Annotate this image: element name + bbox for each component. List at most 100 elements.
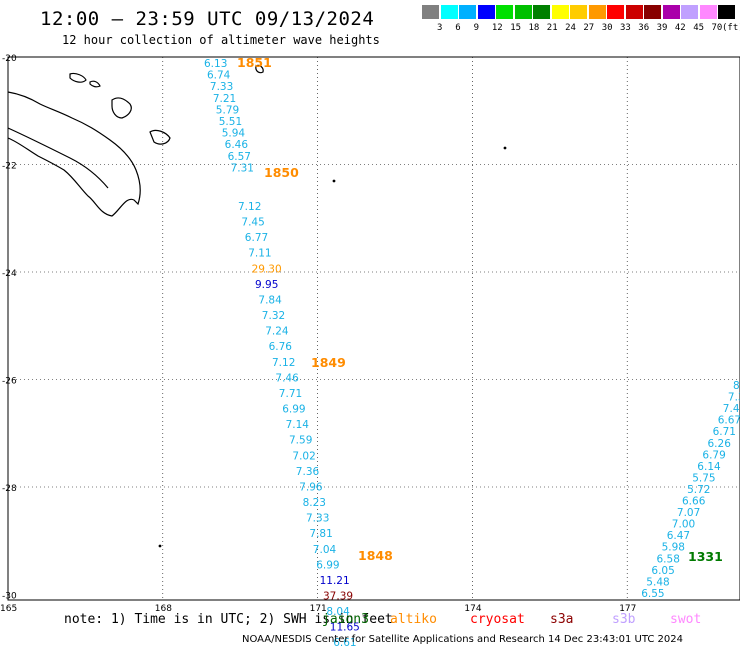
- swh-value: 8.23: [303, 497, 326, 509]
- swh-value: 6.55: [641, 588, 664, 600]
- coastline: [255, 64, 264, 74]
- legend-tick-label: 3: [437, 23, 443, 33]
- legend-swatch: [681, 5, 698, 19]
- footer-note: note: 1) Time is in UTC; 2) SWH is in fe…: [64, 612, 393, 627]
- swh-value: 5.75: [692, 472, 715, 484]
- satellite-label-jason3: jason3: [322, 612, 369, 627]
- legend-tick-label: 45: [693, 23, 705, 33]
- legend-swatch: [533, 5, 550, 19]
- coastline: [89, 80, 101, 88]
- swh-value: 6.47: [667, 530, 690, 542]
- pass-number-label: 1850: [264, 165, 299, 180]
- coastline: [111, 97, 132, 119]
- coastline: [7, 127, 109, 189]
- legend-tick-label: 21: [546, 23, 558, 33]
- swh-value: 9.95: [255, 279, 278, 291]
- swh-value: 7.07: [677, 507, 700, 519]
- legend-swatch: [570, 5, 587, 19]
- island-dot: [503, 146, 507, 150]
- swh-value: 7.33: [210, 81, 233, 93]
- satellite-label-s3b: s3b: [612, 612, 636, 627]
- pass-number-label: 1848: [358, 548, 393, 563]
- satellite-label-cryosat: cryosat: [470, 612, 525, 627]
- legend-swatch: [644, 5, 661, 19]
- legend-unit: (ft): [722, 23, 740, 33]
- legend-tick-label: 24: [565, 23, 576, 33]
- swh-value: 6.61: [333, 637, 356, 649]
- swh-value: 7.33: [306, 513, 329, 525]
- swh-value: 7.12: [272, 357, 295, 369]
- swh-value: 6.66: [682, 496, 706, 508]
- swh-value: 7.00: [672, 519, 695, 531]
- swh-value: 5.51: [219, 116, 242, 128]
- pass-number-label: 1851: [237, 55, 272, 70]
- legend-swatch: [662, 5, 680, 19]
- legend-swatch: [496, 5, 513, 19]
- legend-tick-label: 36: [638, 23, 650, 33]
- longitude-label: 168: [155, 604, 172, 614]
- legend-tick-label: 39: [656, 23, 668, 33]
- satellite-label-swot: swot: [670, 612, 702, 627]
- chart-title: 12:00 — 23:59 UTC 09/13/2024: [40, 8, 375, 30]
- swh-value: 5.72: [687, 484, 710, 496]
- swh-value: 7.04: [313, 544, 337, 556]
- swh-value: 29.30: [252, 263, 282, 275]
- coastline: [7, 91, 141, 217]
- swh-value: 5.94: [222, 128, 246, 140]
- latitude-label: -26: [2, 377, 17, 387]
- latitude-label: -24: [2, 269, 17, 279]
- legend-swatch: [477, 5, 495, 19]
- swh-value: 7.11: [248, 248, 271, 260]
- legend-swatch: [440, 5, 458, 19]
- legend-tick-label: 9: [473, 23, 480, 33]
- swh-value: 6.13: [204, 58, 227, 70]
- swh-value: 6.74: [207, 70, 231, 82]
- swh-value: 7.31: [231, 162, 254, 174]
- swh-value: 6.71: [713, 426, 736, 438]
- chart-subtitle: 12 hour collection of altimeter wave hei…: [62, 33, 380, 47]
- legend-swatch: [588, 5, 606, 19]
- swh-value: 5.48: [646, 576, 669, 588]
- swh-value: 6.46: [225, 139, 249, 151]
- swh-value: 7.59: [289, 435, 312, 447]
- swh-value: 7.02: [292, 450, 315, 462]
- longitude-label: 165: [0, 604, 17, 614]
- swh-value: 6.99: [282, 404, 305, 416]
- swh-value: 8.04: [326, 606, 350, 618]
- coastline: [69, 72, 87, 83]
- swh-value: 6.14: [697, 461, 721, 473]
- swh-value: 6.57: [228, 151, 251, 163]
- legend-swatch: [718, 5, 735, 19]
- swh-value: 6.76: [269, 341, 293, 353]
- swh-value: 7.12: [238, 201, 261, 213]
- latitude-label: -30: [2, 592, 17, 602]
- legend-swatch: [625, 5, 643, 19]
- swh-value: 11.65: [330, 622, 360, 634]
- swh-value: 7.49: [723, 403, 740, 415]
- swh-value: 7.14: [286, 419, 310, 431]
- swh-value: 37.39: [323, 591, 353, 603]
- longitude-label: 174: [464, 604, 481, 614]
- legend-swatch: [699, 5, 717, 19]
- swh-value: 6.26: [708, 438, 732, 450]
- pass-number-label: 1331: [688, 549, 723, 564]
- swh-value: 7.32: [262, 310, 285, 322]
- latitude-label: -20: [2, 54, 17, 64]
- swh-value: 6.58: [657, 553, 680, 565]
- swh-value: 7.21: [213, 93, 236, 105]
- legend-swatch: [422, 5, 439, 19]
- swh-value: 7.24: [265, 326, 289, 338]
- swh-value: 8: [733, 380, 740, 392]
- legend-swatch: [459, 5, 476, 19]
- latitude-label: -22: [2, 162, 17, 172]
- legend-tick-label: 6: [455, 23, 461, 33]
- island-dot: [158, 544, 162, 548]
- swh-value: 7.84: [258, 294, 282, 306]
- swh-value: 6.99: [316, 559, 339, 571]
- swh-value: 7.46: [275, 372, 299, 384]
- legend-tick-label: 15: [510, 23, 522, 33]
- swh-value: 7.71: [279, 388, 302, 400]
- legend-tick-label: 12: [491, 23, 503, 33]
- swh-value: 6.77: [245, 232, 268, 244]
